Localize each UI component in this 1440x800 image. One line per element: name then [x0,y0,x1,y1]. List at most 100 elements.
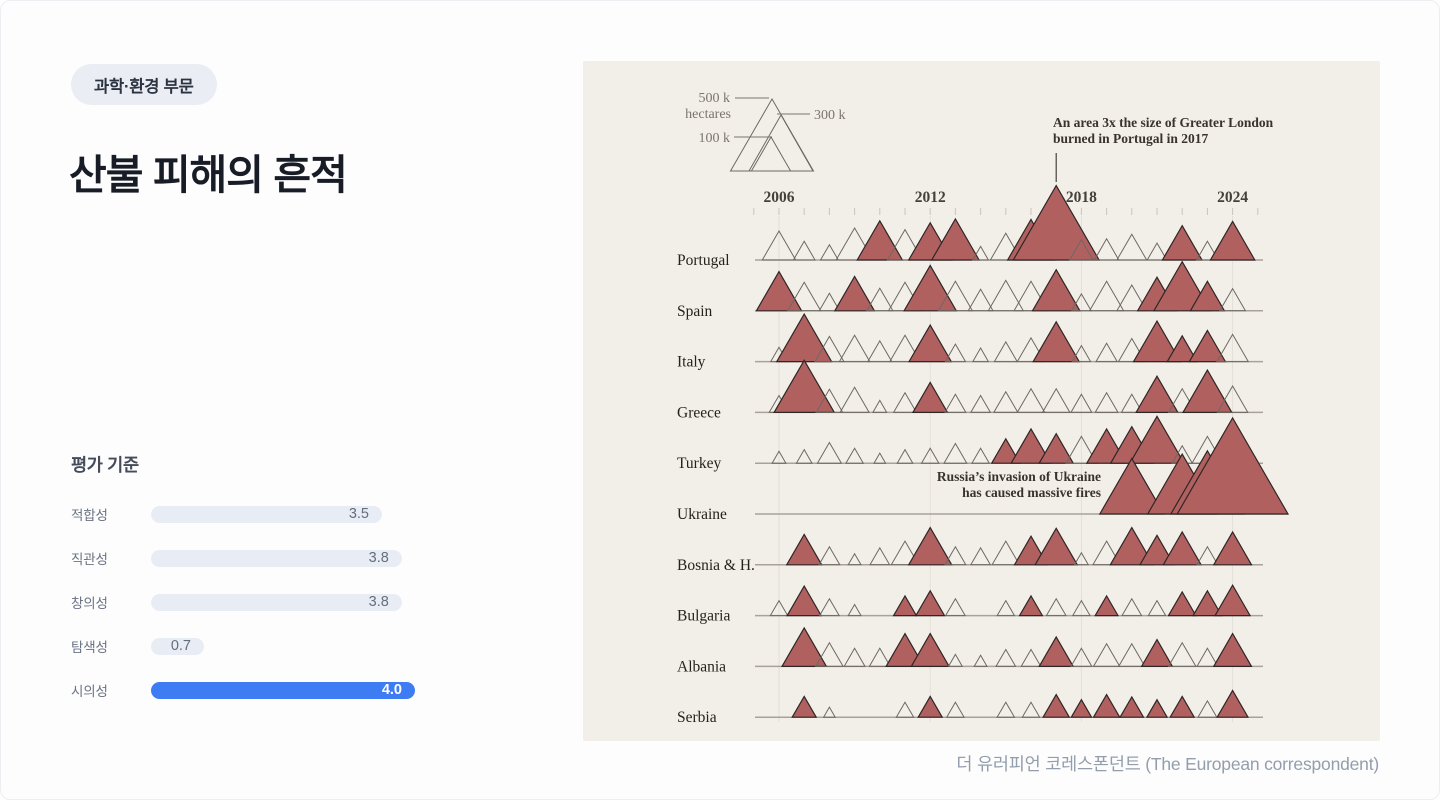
fire-triangle-BosniaH-2024 [1212,530,1253,566]
criteria-section: 평가 기준 적합성 3.5 직관성 3.8 창의성 3.8 탐색성 0.7 시의성 4.0 [71,452,491,699]
criteria-row-5: 시의성 4.0 [71,681,415,699]
fire-triangle-Albania-2018 [1070,647,1093,667]
fire-triangle-Greece-2012 [911,381,949,413]
criteria-bar: 4.0 [151,681,415,699]
fire-triangle-Portugal-2020 [1116,233,1148,261]
criteria-label: 직관성 [71,552,108,567]
country-label-0: Portugal [677,252,730,269]
criteria-value: 3.8 [368,550,389,566]
fire-triangle-Bulgaria-2008 [818,597,841,617]
annotation-portugal-line2: burned in Portugal in 2017 [1053,131,1209,146]
fire-triangle-Italy-2007 [775,312,833,363]
fire-triangle-Portugal-2008 [819,243,840,261]
fire-triangle-Greece-2010 [872,399,888,413]
criteria-label: 시의성 [71,684,108,699]
fire-triangle-BosniaH-2011 [890,540,920,566]
fire-triangle-Turkey-2009 [845,447,865,464]
fire-triangle-Spain-2017 [1031,268,1081,312]
annotation-ukraine-line2: has caused massive fires [962,485,1101,500]
criteria-label: 적합성 [71,508,108,523]
fire-triangle-Turkey-2007 [795,448,813,464]
fire-triangle-Spain-2009 [833,275,876,312]
fire-triangle-Serbia-2012 [917,695,944,718]
fire-triangle-Italy-2021 [1132,319,1182,363]
criteria-bar: 0.7 [151,637,204,655]
annotation-portugal-line1: An area 3x the size of Greater London [1053,115,1274,130]
fire-triangle-Greece-2023 [1181,368,1233,413]
country-label-2: Italy [677,354,706,371]
fire-triangle-Greece-2018 [1070,393,1093,413]
legend-label-hectares: hectares [685,107,731,122]
legend-triangle-100k [750,135,792,172]
fire-triangle-Greece-2016 [1016,387,1046,413]
fire-triangle-Italy-2018 [1071,344,1092,363]
fire-triangle-Bulgaria-2019 [1094,594,1120,617]
fire-triangle-BosniaH-2010 [869,546,891,566]
fire-triangle-Portugal-2017 [1012,184,1101,261]
fire-triangle-Serbia-2007 [791,695,818,718]
country-label-5: Ukraine [677,506,727,523]
legend-triangle-300k [748,113,814,172]
page-title: 산불 피해의 흔적 [69,152,348,198]
legend-triangle-500k [729,97,815,172]
fire-triangle-Ukraine-2024 [1176,416,1290,515]
fire-triangle-BosniaH-2014 [969,546,992,566]
fire-triangle-Spain-2016 [1013,280,1049,312]
fire-triangle-Italy-2008 [814,335,845,363]
fire-triangle-Italy-2023 [1188,329,1227,363]
fire-triangle-Portugal-2022 [1161,224,1204,261]
country-label-3: Greece [677,404,721,421]
fire-triangle-Serbia-2008 [822,706,837,718]
fire-triangle-Turkey-2018 [1065,435,1098,464]
fire-triangle-Serbia-2018 [1070,698,1093,718]
country-label-6: Bosnia & H. [677,557,755,574]
criteria-row-2: 직관성 3.8 [71,549,402,567]
fire-triangle-Turkey-2013 [943,442,968,464]
fire-triangle-Albania-2012 [910,632,951,668]
fire-triangle-Spain-2008 [818,292,841,312]
fire-triangle-Bulgaria-2020 [1121,597,1143,617]
fire-triangle-BosniaH-2022 [1162,530,1203,566]
criteria-value: 3.8 [368,594,389,610]
fire-triangle-Bulgaria-2015 [996,599,1016,617]
fire-triangle-Turkey-2006 [771,450,787,464]
fire-triangle-Albania-2015 [995,648,1017,667]
fire-triangle-Albania-2022 [1167,641,1197,667]
fire-triangle-Bulgaria-2021 [1147,599,1167,617]
fire-triangle-Italy-2024 [1216,333,1250,363]
fire-triangle-Italy-2017 [1032,320,1081,363]
fire-triangle-Bulgaria-2022 [1167,590,1197,617]
fire-triangle-Spain-2018 [1070,292,1093,312]
fire-triangle-Albania-2023 [1196,647,1219,667]
fire-triangle-Albania-2007 [780,626,828,668]
criteria-value: 4.0 [381,682,402,698]
fire-triangle-Albania-2013 [947,653,964,667]
criteria-value: 0.7 [170,638,191,654]
fire-triangle-BosniaH-2023 [1196,545,1219,566]
fire-triangle-Spain-2023 [1189,280,1226,312]
fire-triangle-BosniaH-2018 [1073,551,1090,566]
fire-triangle-Bulgaria-2016 [1018,594,1044,617]
country-label-8: Albania [677,658,726,675]
fire-triangle-Serbia-2011 [895,701,915,718]
fire-triangle-Spain-2014 [967,288,994,312]
fire-triangle-Portugal-2018 [1068,238,1094,261]
fire-triangle-Italy-2010 [866,339,893,363]
fire-triangle-Italy-2019 [1095,342,1119,363]
fire-triangle-Italy-2015 [993,340,1019,363]
fire-triangle-BosniaH-2013 [944,545,967,566]
fire-triangle-Portugal-2009 [835,227,874,261]
criteria-label: 탐색성 [71,640,108,655]
fire-triangle-Greece-2021 [1135,375,1179,413]
criteria-row-4: 탐색성 0.7 [71,637,204,655]
fire-triangle-Italy-2011 [888,334,922,363]
fire-triangle-Greece-2007 [773,359,836,413]
fire-triangle-Spain-2022 [1152,260,1212,312]
criteria-row-1: 적합성 3.5 [71,505,382,523]
fire-triangle-Spain-2015 [987,279,1025,312]
fire-triangle-Portugal-2024 [1209,220,1256,261]
fire-triangle-Serbia-2015 [996,701,1016,718]
fire-triangle-Bulgaria-2024 [1214,583,1252,617]
source-caption: 더 유러피언 코레스폰던트 (The European corresponden… [956,754,1379,774]
